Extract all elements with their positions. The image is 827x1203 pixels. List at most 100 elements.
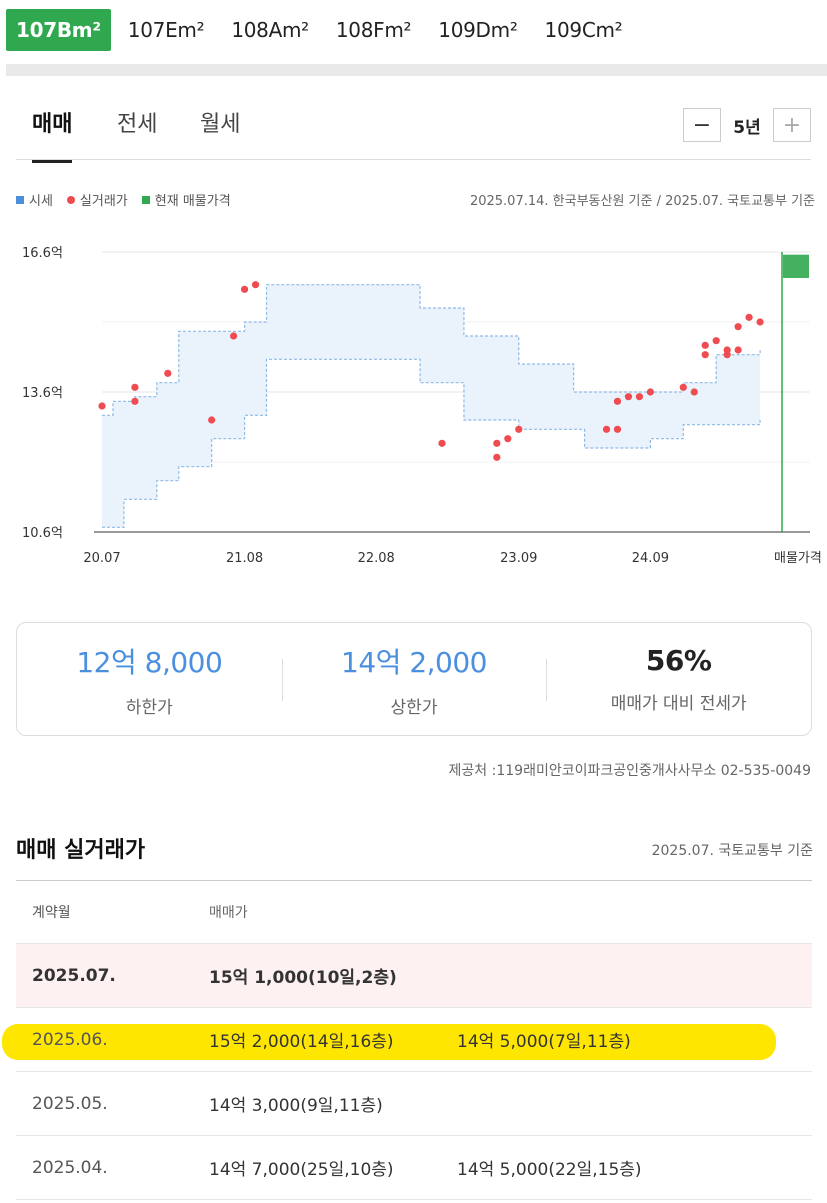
summary-ratio: 56% 매매가 대비 전세가 <box>546 623 811 735</box>
size-tab-108a[interactable]: 108Am² <box>231 18 309 42</box>
trade-point <box>515 425 523 433</box>
x-tick-label: 매물가격 <box>774 551 822 566</box>
x-tick-label: 23.09 <box>500 551 537 566</box>
trade-point <box>164 369 172 377</box>
trade-point <box>723 351 731 359</box>
price-summary-card: 12억 8,000 하한가 14억 2,000 상한가 56% 매매가 대비 전… <box>16 622 812 736</box>
trade-point <box>635 393 644 401</box>
legend-source: 2025.07.14. 한국부동산원 기준 / 2025.07. 국토교통부 기… <box>469 194 815 209</box>
table-row[interactable]: 2025.07. 15억 1,000(10일,2층) <box>16 944 812 1008</box>
x-tick-label: 22.08 <box>358 551 395 566</box>
trade-section-title: 매매 실거래가 <box>16 838 146 863</box>
band-lower-line <box>102 358 761 528</box>
trade-point <box>493 453 501 461</box>
section-divider <box>6 64 827 76</box>
listing-price-bar <box>783 254 809 278</box>
header-contract-month: 계약월 <box>32 905 71 921</box>
legend-item-listing: 현재 매물가격 <box>141 190 231 209</box>
price-band-area <box>102 284 761 528</box>
legend-label: 실거래가 <box>79 194 128 209</box>
jeonse-ratio-label: 매매가 대비 전세가 <box>610 694 747 714</box>
trade-point <box>756 318 764 326</box>
row-date: 2025.07. <box>32 965 116 986</box>
trade-point <box>240 285 249 293</box>
y-tick-label: 10.6억 <box>22 526 63 541</box>
header-price: 매매가 <box>209 905 248 921</box>
table-row[interactable]: 2025.06. 15억 2,000(14일,16층) 14억 5,000(7일… <box>2 1008 812 1072</box>
upper-price-label: 상한가 <box>390 697 438 718</box>
trade-point <box>701 341 709 349</box>
period-decrease-button[interactable]: − <box>683 108 721 142</box>
summary-lower: 12억 8,000 하한가 <box>17 623 282 735</box>
size-tab-108f[interactable]: 108Fm² <box>335 18 412 42</box>
row-price: 14억 5,000(22일,15층) <box>457 1160 642 1180</box>
trade-point <box>504 435 512 443</box>
row-price: 14억 5,000(7일,11층) <box>457 1032 631 1052</box>
table-row[interactable]: 2025.04. 14억 7,000(25일,10층) 14억 5,000(22… <box>16 1136 812 1200</box>
period-control: − 5년 + <box>683 108 811 142</box>
trade-point <box>131 397 139 405</box>
trade-point <box>701 351 709 359</box>
lower-price-value: 12억 8,000 <box>76 645 223 679</box>
upper-price-value: 14억 2,000 <box>341 645 487 679</box>
data-provider: 제공처 :119래미안코이파크공인중개사사무소 02-535-0049 <box>448 763 811 779</box>
y-tick-label: 13.6억 <box>22 386 63 401</box>
trade-point <box>438 439 446 447</box>
tab-sale[interactable]: 매매 <box>32 106 73 163</box>
size-tab-109c[interactable]: 109Cm² <box>544 18 623 42</box>
legend-label: 시세 <box>29 194 53 209</box>
tab-jeonse[interactable]: 전세 <box>117 112 158 137</box>
size-tab-107e[interactable]: 107Em² <box>127 18 205 42</box>
highlighter-mark <box>2 1024 776 1060</box>
trade-point <box>131 383 139 391</box>
trade-point <box>690 388 698 396</box>
y-tick-label: 16.6억 <box>22 246 63 261</box>
trade-point <box>613 397 622 405</box>
x-tick-label: 20.07 <box>83 551 120 566</box>
trade-source: 2025.07. 국토교통부 기준 <box>651 843 813 859</box>
trade-point <box>251 281 260 289</box>
dot-icon <box>66 195 75 204</box>
trade-point <box>208 416 216 424</box>
legend-item-trades: 실거래가 <box>66 190 128 209</box>
period-label: 5년 <box>733 117 761 138</box>
row-date: 2025.04. <box>32 1157 108 1178</box>
trade-point <box>602 425 611 433</box>
x-tick-label: 24.09 <box>632 551 669 566</box>
legend-label: 현재 매물가격 <box>154 194 231 209</box>
row-price: 14억 7,000(25일,10층) <box>209 1160 394 1180</box>
square-icon <box>141 195 150 204</box>
trade-point <box>646 388 654 396</box>
trade-point <box>712 337 720 345</box>
summary-upper: 14억 2,000 상한가 <box>281 623 547 735</box>
tab-monthly-rent[interactable]: 월세 <box>200 112 241 137</box>
legend-item-market: 시세 <box>16 190 53 209</box>
lower-price-label: 하한가 <box>125 697 173 718</box>
trade-point <box>679 383 687 391</box>
area-size-tabs: 107Bm² 107Em² 108Am² 108Fm² 109Dm² 109Cm… <box>6 8 639 52</box>
table-header: 계약월 매매가 <box>16 881 812 944</box>
size-tab-107b[interactable]: 107Bm² <box>6 9 111 51</box>
row-price: 15억 2,000(14일,16층) <box>209 1032 394 1052</box>
size-tab-109d[interactable]: 109Dm² <box>438 18 518 42</box>
row-date: 2025.06. <box>32 1029 108 1050</box>
deal-type-tabs: 매매 전세 월세 − 5년 + <box>16 96 811 163</box>
price-chart[interactable]: 16.6억 13.6억 10.6억 20.07 21.08 22.08 23.09 24.09… <box>0 228 827 578</box>
period-increase-button[interactable]: + <box>773 108 811 142</box>
x-tick-label: 21.08 <box>226 551 263 566</box>
row-date: 2025.05. <box>32 1093 108 1114</box>
trade-point <box>734 323 742 331</box>
trade-point <box>734 346 742 354</box>
row-price: 15억 1,000(10일,2층) <box>209 968 397 988</box>
trade-point <box>98 402 106 410</box>
trade-table: 계약월 매매가 2025.07. 15억 1,000(10일,2층) 2025.… <box>2 880 812 1200</box>
trade-point <box>745 313 753 321</box>
trade-point <box>613 425 622 433</box>
trade-point <box>493 439 501 447</box>
table-row[interactable]: 2025.05. 14억 3,000(9일,11층) <box>16 1072 812 1136</box>
trade-point <box>624 393 633 401</box>
chart-legend: 시세 실거래가 현재 매물가격 <box>16 190 245 209</box>
trade-point <box>230 332 238 340</box>
jeonse-ratio-value: 56% <box>645 644 712 677</box>
square-icon <box>16 195 24 204</box>
